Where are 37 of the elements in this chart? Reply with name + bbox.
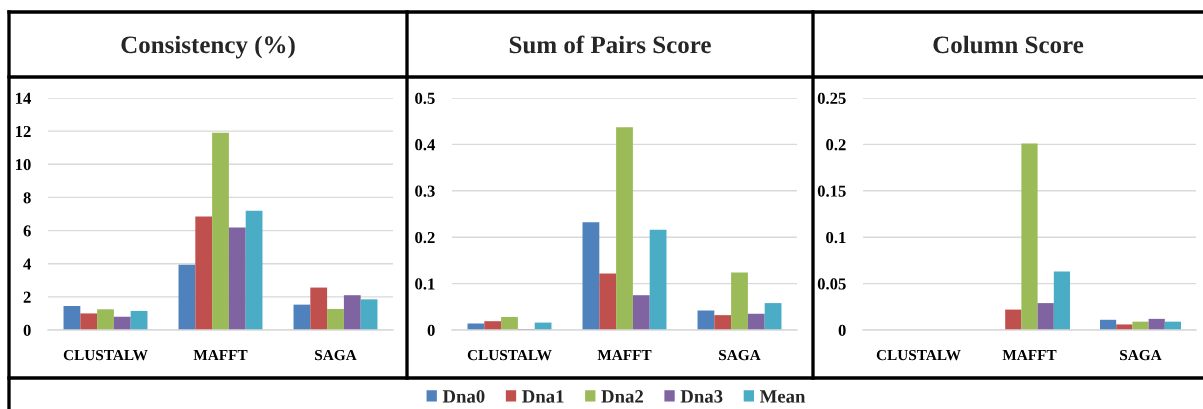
x-tick-label: MAFFT bbox=[597, 349, 652, 361]
y-tick-label: 0 bbox=[23, 324, 31, 336]
y-tick-label: 0.05 bbox=[817, 278, 846, 290]
y-tick-label: 0.4 bbox=[415, 139, 436, 151]
y-tick-label: 0.1 bbox=[415, 278, 435, 290]
y-tick-label: 10 bbox=[16, 158, 31, 171]
y-tick-label: 2 bbox=[23, 291, 31, 303]
x-tick-label: SAGA bbox=[719, 349, 761, 361]
y-tick-label: 0.1 bbox=[826, 231, 846, 244]
y-tick-label: 14 bbox=[16, 92, 32, 104]
legend-label: Dna0 bbox=[442, 390, 485, 403]
x-tick-label: CLUSTALW bbox=[63, 349, 148, 361]
y-tick-label: 0.25 bbox=[817, 92, 846, 105]
y-tick-label: 0 bbox=[427, 324, 435, 336]
y-tick-label: 4 bbox=[23, 258, 32, 270]
x-tick-label: SAGA bbox=[315, 349, 357, 361]
y-tick-label: 12 bbox=[16, 125, 31, 137]
y-tick-label: 0.5 bbox=[415, 92, 435, 105]
y-tick-label: 0.2 bbox=[415, 231, 435, 244]
y-tick-label: 0.3 bbox=[415, 185, 435, 197]
y-tick-label: 8 bbox=[23, 192, 31, 204]
x-tick-label: SAGA bbox=[1120, 349, 1162, 361]
y-tick-label: 0.15 bbox=[817, 185, 846, 197]
y-tick-label: 6 bbox=[23, 225, 31, 237]
y-tick-label: 0 bbox=[838, 324, 846, 336]
legend-label: Dna2 bbox=[601, 390, 643, 403]
x-tick-label: MAFFT bbox=[1002, 349, 1057, 361]
legend-label: Dna3 bbox=[680, 390, 723, 403]
chart-title: Consistency (%) bbox=[121, 35, 295, 59]
y-tick-label: 0.2 bbox=[826, 139, 846, 151]
legend-label: Mean bbox=[759, 390, 806, 403]
legend-label: Dna1 bbox=[522, 390, 564, 403]
x-tick-label: MAFFT bbox=[193, 349, 248, 361]
x-tick-label: CLUSTALW bbox=[467, 349, 552, 361]
chart-title: Sum of Pairs Score bbox=[509, 35, 711, 54]
chart-title: Column Score bbox=[933, 35, 1084, 54]
x-tick-label: CLUSTALW bbox=[876, 349, 961, 361]
